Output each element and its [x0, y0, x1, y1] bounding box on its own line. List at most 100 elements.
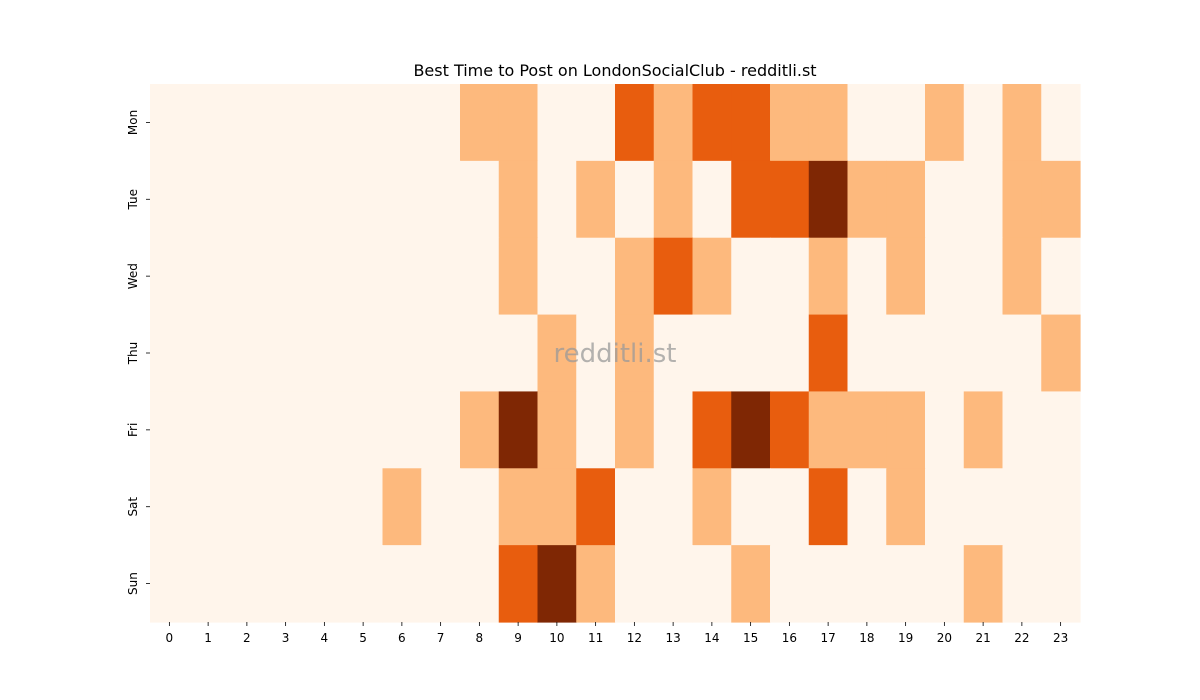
heatmap-cell-wed-4 [305, 237, 345, 316]
heatmap-cell-thu-7 [421, 314, 461, 393]
heatmap-cell-fri-2 [227, 391, 267, 469]
heatmap-cell-sun-20 [925, 545, 965, 623]
heatmap-cell-sat-9 [498, 468, 539, 546]
heatmap-cell-sun-13 [653, 545, 694, 623]
heatmap-cell-thu-10 [537, 314, 577, 393]
heatmap-cell-tue-4 [305, 160, 345, 239]
heatmap-cell-tue-20 [925, 160, 965, 239]
heatmap-cell-sun-18 [847, 545, 887, 623]
heatmap-cell-fri-5 [343, 391, 384, 469]
chart-title: Best Time to Post on LondonSocialClub - … [413, 61, 816, 80]
heatmap-cell-fri-18 [847, 391, 887, 469]
heatmap-cell-sat-17 [808, 468, 849, 546]
heatmap-cell-sun-15 [731, 545, 771, 623]
heatmap-cell-sat-1 [188, 468, 229, 546]
heatmap-cell-tue-15 [731, 160, 771, 239]
heatmap-cell-fri-0 [150, 391, 190, 469]
heatmap-cell-wed-19 [886, 237, 926, 316]
heatmap-cell-tue-2 [227, 160, 267, 239]
heatmap-cell-tue-8 [460, 160, 500, 239]
heatmap-cell-tue-5 [343, 160, 384, 239]
heatmap-cell-sat-16 [770, 468, 810, 546]
heatmap-cell-sat-4 [305, 468, 345, 546]
heatmap-cell-thu-11 [576, 314, 616, 393]
heatmap-cell-sat-21 [963, 468, 1004, 546]
y-tick-label: Fri [126, 423, 140, 437]
heatmap-cell-sun-19 [886, 545, 926, 623]
heatmap-cell-sun-4 [305, 545, 345, 623]
heatmap-cell-sun-8 [460, 545, 500, 623]
heatmap-cell-mon-9 [498, 84, 539, 162]
heatmap-cell-wed-9 [498, 237, 539, 316]
x-tick-label: 18 [859, 631, 874, 645]
heatmap-cell-tue-7 [421, 160, 461, 239]
heatmap-cell-sat-20 [925, 468, 965, 546]
heatmap-cell-sun-11 [576, 545, 616, 623]
heatmap-cell-fri-10 [537, 391, 577, 469]
watermark: redditli.st [554, 339, 677, 369]
y-axis: Mon Tue Wed Thu Fri Sat Sun [126, 110, 150, 595]
heatmap-cell-tue-23 [1041, 160, 1081, 239]
heatmap-cell-sun-14 [692, 545, 732, 623]
y-tick-label: Sat [126, 497, 140, 517]
heatmap-cell-tue-1 [188, 160, 229, 239]
heatmap-cell-tue-14 [692, 160, 732, 239]
x-tick-label: 22 [1014, 631, 1029, 645]
x-tick-label: 21 [975, 631, 990, 645]
heatmap-cell-tue-18 [847, 160, 887, 239]
heatmap-cell-sat-13 [653, 468, 694, 546]
heatmap-cell-fri-20 [925, 391, 965, 469]
heatmap-cell-fri-14 [692, 391, 732, 469]
heatmap-cell-thu-15 [731, 314, 771, 393]
x-tick-label: 9 [514, 631, 522, 645]
heatmap-cell-mon-13 [653, 84, 694, 162]
heatmap-cell-mon-7 [421, 84, 461, 162]
heatmap-cell-mon-20 [925, 84, 965, 162]
heatmap-cell-thu-4 [305, 314, 345, 393]
heatmap-cell-wed-8 [460, 237, 500, 316]
heatmap-cell-wed-14 [692, 237, 732, 316]
heatmap-cell-mon-15 [731, 84, 771, 162]
heatmap-cell-tue-12 [615, 160, 655, 239]
heatmap-cell-sun-23 [1041, 545, 1081, 623]
x-tick-label: 10 [549, 631, 564, 645]
x-axis: 0 1 2 3 4 5 6 7 8 9 10 11 12 13 14 15 16 17 18 19 20 21 22 23 [166, 622, 1068, 645]
heatmap-cell-thu-3 [266, 314, 306, 393]
heatmap-cell-sat-5 [343, 468, 384, 546]
heatmap-cell-sun-17 [808, 545, 849, 623]
heatmap-cell-sat-23 [1041, 468, 1081, 546]
heatmap-cell-mon-0 [150, 84, 190, 162]
heatmap-cell-wed-21 [963, 237, 1004, 316]
heatmap-cell-thu-16 [770, 314, 810, 393]
x-tick-label: 23 [1053, 631, 1068, 645]
x-tick-label: 6 [398, 631, 406, 645]
heatmap-cell-mon-1 [188, 84, 229, 162]
heatmap-cell-sun-16 [770, 545, 810, 623]
heatmap-cell-tue-9 [498, 160, 539, 239]
heatmap-cell-wed-17 [808, 237, 849, 316]
heatmap-cell-thu-14 [692, 314, 732, 393]
heatmap-cell-fri-13 [653, 391, 694, 469]
heatmap-cell-mon-12 [615, 84, 655, 162]
x-tick-label: 17 [820, 631, 835, 645]
heatmap-cell-sat-22 [1002, 468, 1042, 546]
heatmap-cell-mon-21 [963, 84, 1004, 162]
heatmap-cell-mon-16 [770, 84, 810, 162]
heatmap-cell-mon-5 [343, 84, 384, 162]
heatmap-cell-mon-8 [460, 84, 500, 162]
heatmap-cell-thu-21 [963, 314, 1004, 393]
x-tick-label: 4 [321, 631, 329, 645]
heatmap-cell-mon-17 [808, 84, 849, 162]
heatmap-cell-sat-7 [421, 468, 461, 546]
heatmap-cell-tue-16 [770, 160, 810, 239]
heatmap-cell-thu-18 [847, 314, 887, 393]
heatmap-cell-wed-16 [770, 237, 810, 316]
heatmap-cell-wed-22 [1002, 237, 1042, 316]
heatmap-cell-sun-21 [963, 545, 1004, 623]
heatmap-cell-sat-19 [886, 468, 926, 546]
heatmap-cell-tue-0 [150, 160, 190, 239]
heatmap-cell-wed-7 [421, 237, 461, 316]
heatmap-cell-sun-22 [1002, 545, 1042, 623]
heatmap-cell-fri-12 [615, 391, 655, 469]
